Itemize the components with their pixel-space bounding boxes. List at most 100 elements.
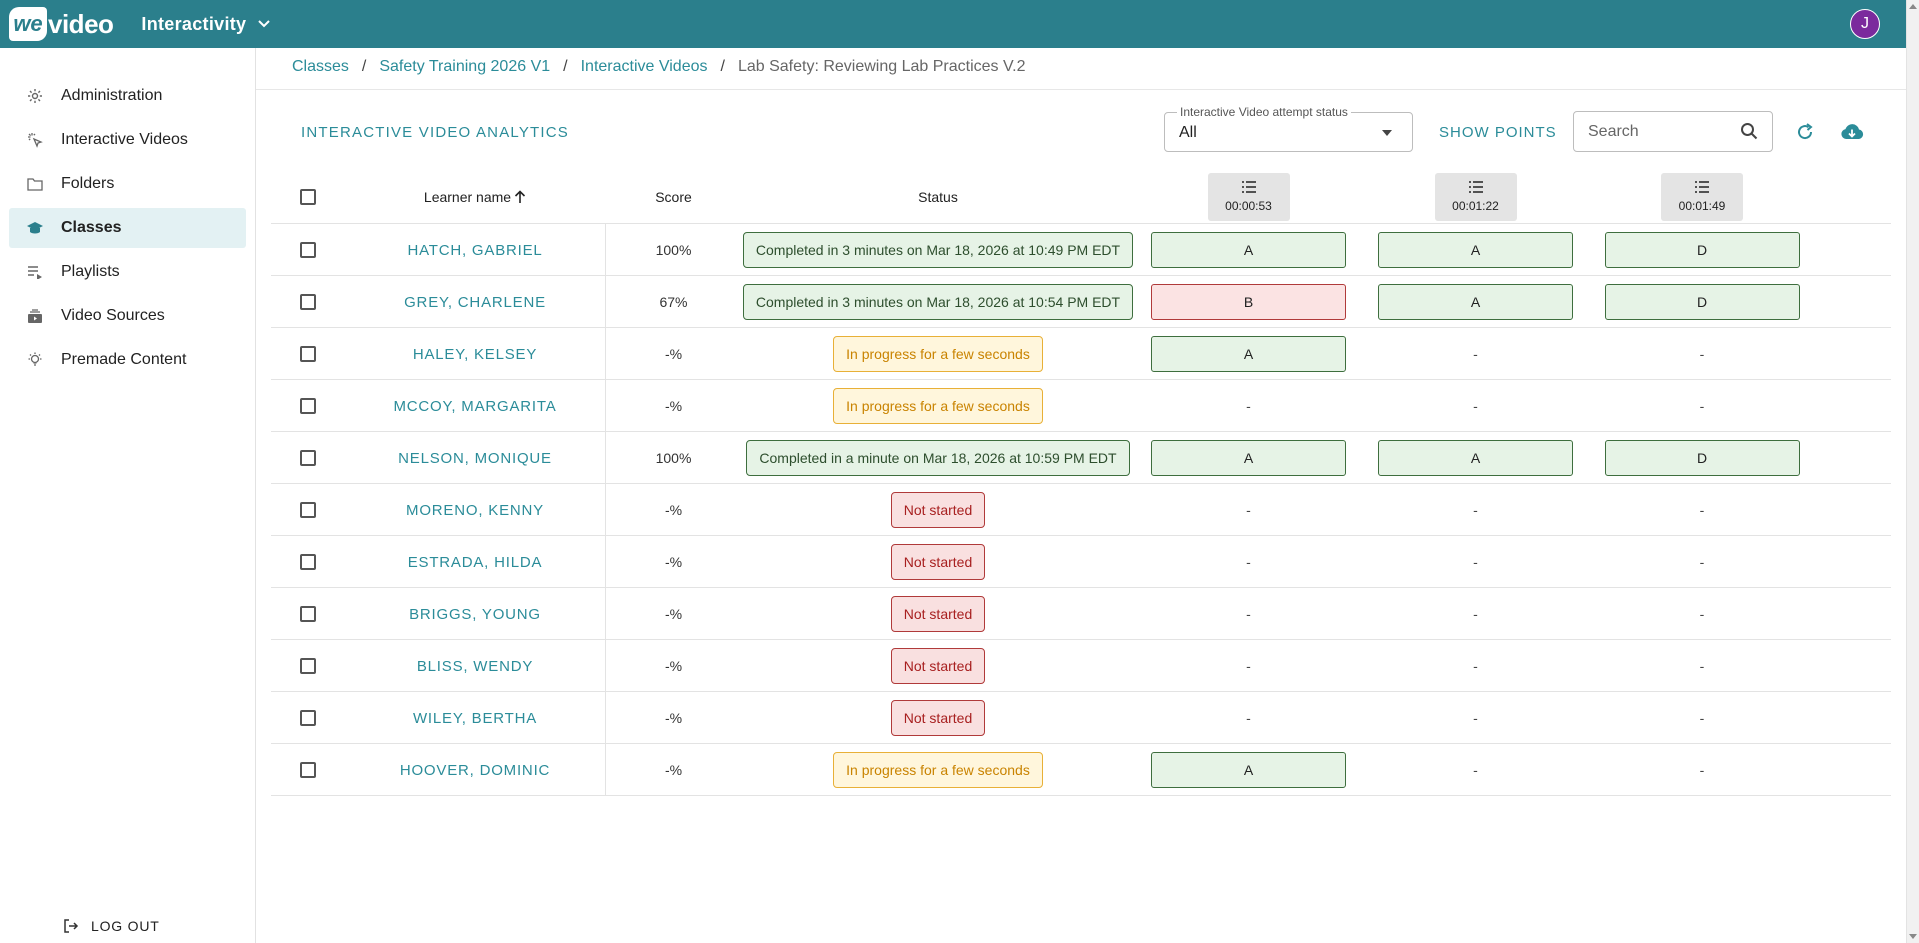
row-select-cell [271,328,345,380]
learner-name-link[interactable]: BRIGGS, YOUNG [409,605,541,623]
answer-badge[interactable]: A [1151,440,1346,476]
question-1-button[interactable]: 00:00:53 [1207,173,1290,221]
table-row: NELSON, MONIQUE 100% Completed in a minute… [271,432,1891,484]
row-checkbox[interactable] [300,294,316,310]
sidebar-item-label: Premade Content [61,351,187,368]
answer-cell: - [1589,380,1815,432]
learner-name-link[interactable]: WILEY, BERTHA [412,709,538,727]
table-row: GREY, CHARLENE 67% Completed in 3 minutes … [271,276,1891,328]
learner-name-header[interactable]: Learner name [345,170,605,224]
score-cell: -% [606,588,741,640]
row-checkbox[interactable] [300,762,316,778]
learner-name-link[interactable]: HOOVER, DOMINIC [399,761,551,779]
show-points-button[interactable]: SHOW POINTS [1439,124,1557,141]
sidebar-item-label: Classes [61,219,122,236]
learner-name-header-label: Learner name [423,189,512,205]
avatar[interactable]: J [1850,9,1880,39]
sidebar-item-classes[interactable]: Classes [9,208,246,248]
answer-cell: - [1362,536,1589,588]
answer-empty: - [1246,606,1251,622]
sidebar-item-interactive-videos[interactable]: Interactive Videos [9,120,246,160]
score-header-label: Score [655,189,692,205]
logout-button[interactable]: LOG OUT [62,917,160,935]
answer-badge[interactable]: A [1378,284,1573,320]
row-checkbox[interactable] [300,710,316,726]
analytics-table: Learner name Score Status 00:00:53 00:01… [271,170,1891,796]
score-value: 100% [655,242,692,258]
score-header: Score [606,170,741,224]
table-row: HATCH, GABRIEL 100% Completed in 3 minutes… [271,224,1891,276]
scroll-down-icon[interactable] [1909,934,1917,939]
search-input[interactable] [1588,122,1728,141]
attempt-status-select[interactable]: Interactive Video attempt status All [1164,105,1413,152]
sidebar-item-folders[interactable]: Folders [9,164,246,204]
sort-ascending-icon[interactable] [514,190,526,204]
select-all-checkbox[interactable] [300,189,316,205]
playlist-icon [26,263,44,281]
row-checkbox[interactable] [300,554,316,570]
answer-badge[interactable]: A [1151,752,1346,788]
answer-empty: - [1473,606,1478,622]
row-checkbox[interactable] [300,658,316,674]
question-2-time: 00:01:22 [1452,199,1499,213]
answer-badge[interactable]: A [1378,232,1573,268]
score-value: 67% [659,294,688,310]
learner-name-link[interactable]: GREY, CHARLENE [404,293,546,311]
cloud-download-icon[interactable] [1840,120,1864,144]
status-badge: Not started [890,596,986,632]
learner-name-link[interactable]: ESTRADA, HILDA [407,553,543,571]
row-checkbox[interactable] [300,398,316,414]
answer-badge[interactable]: B [1151,284,1346,320]
status-badge: Completed in a minute on Mar 18, 2026 at… [746,440,1130,476]
breadcrumb-classes[interactable]: Classes [292,58,349,75]
chevron-down-icon[interactable] [258,20,271,28]
breadcrumb-class[interactable]: Safety Training 2026 V1 [379,58,551,75]
sidebar-item-video-sources[interactable]: Video Sources [9,296,246,336]
refresh-icon[interactable] [1793,120,1817,144]
answer-badge[interactable]: D [1604,284,1800,320]
question-3-button[interactable]: 00:01:49 [1661,173,1743,221]
learner-name-link[interactable]: NELSON, MONIQUE [398,449,552,467]
lightbulb-icon [26,351,44,369]
answer-empty: - [1473,502,1478,518]
learner-name-link[interactable]: MCCOY, MARGARITA [393,397,557,415]
logo-wordmark: video [48,8,114,39]
breadcrumb-interactive-videos[interactable]: Interactive Videos [580,58,708,75]
row-checkbox[interactable] [300,346,316,362]
answer-badge[interactable]: A [1151,232,1346,268]
answer-badge[interactable]: D [1604,232,1800,268]
learner-name-link[interactable]: BLISS, WENDY [416,657,534,675]
status-badge: In progress for a few seconds [833,388,1043,424]
learner-name-cell: ESTRADA, HILDA [345,536,606,588]
scroll-up-icon[interactable] [1909,4,1917,9]
learner-name-cell: HOOVER, DOMINIC [345,744,606,796]
row-checkbox[interactable] [300,502,316,518]
question-2-button[interactable]: 00:01:22 [1434,173,1517,221]
row-select-cell [271,224,345,276]
search-icon[interactable] [1740,122,1758,145]
table-row: MCCOY, MARGARITA -% In progress for a few … [271,380,1891,432]
answer-cell: A [1362,432,1589,484]
status-badge: In progress for a few seconds [833,752,1043,788]
row-checkbox[interactable] [300,242,316,258]
sidebar-item-playlists[interactable]: Playlists [9,252,246,292]
row-select-cell [271,640,345,692]
list-icon [1468,181,1483,196]
answer-cell: - [1589,588,1815,640]
row-select-cell [271,692,345,744]
learner-name-link[interactable]: HATCH, GABRIEL [407,241,543,259]
wevideo-logo[interactable]: we video [9,0,114,48]
answer-badge[interactable]: A [1151,336,1346,372]
row-checkbox[interactable] [300,606,316,622]
answer-badge[interactable]: A [1378,440,1573,476]
answer-badge[interactable]: D [1604,440,1800,476]
learner-name-link[interactable]: HALEY, KELSEY [412,345,538,363]
sidebar-item-administration[interactable]: Administration [9,76,246,116]
learner-name-link[interactable]: MORENO, KENNY [406,501,544,519]
score-cell: -% [606,692,741,744]
page-scrollbar[interactable] [1906,0,1919,943]
status-cell: Completed in 3 minutes on Mar 18, 2026 a… [741,276,1135,328]
sidebar-item-premade-content[interactable]: Premade Content [9,340,246,380]
app-title[interactable]: Interactivity [141,13,247,34]
row-checkbox[interactable] [300,450,316,466]
